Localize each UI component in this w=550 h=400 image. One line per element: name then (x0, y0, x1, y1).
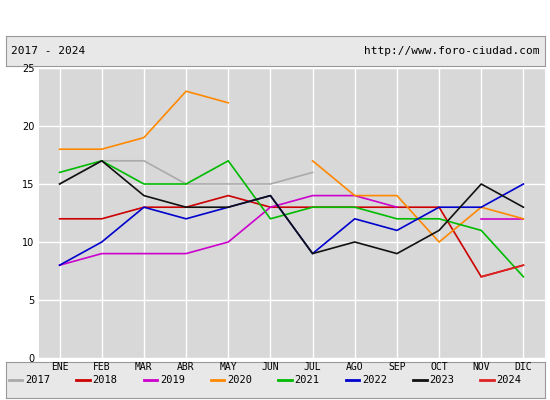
Text: http://www.foro-ciudad.com: http://www.foro-ciudad.com (364, 46, 539, 56)
Text: 2020: 2020 (227, 375, 252, 385)
Text: 2021: 2021 (295, 375, 320, 385)
Text: 2017 - 2024: 2017 - 2024 (11, 46, 85, 56)
Text: Evolucion del paro registrado en Muga de Sayago: Evolucion del paro registrado en Muga de… (60, 10, 490, 26)
Text: 2017: 2017 (25, 375, 50, 385)
Text: 2024: 2024 (497, 375, 521, 385)
Text: 2019: 2019 (160, 375, 185, 385)
Text: 2023: 2023 (430, 375, 454, 385)
Text: 2022: 2022 (362, 375, 387, 385)
Text: 2018: 2018 (92, 375, 117, 385)
